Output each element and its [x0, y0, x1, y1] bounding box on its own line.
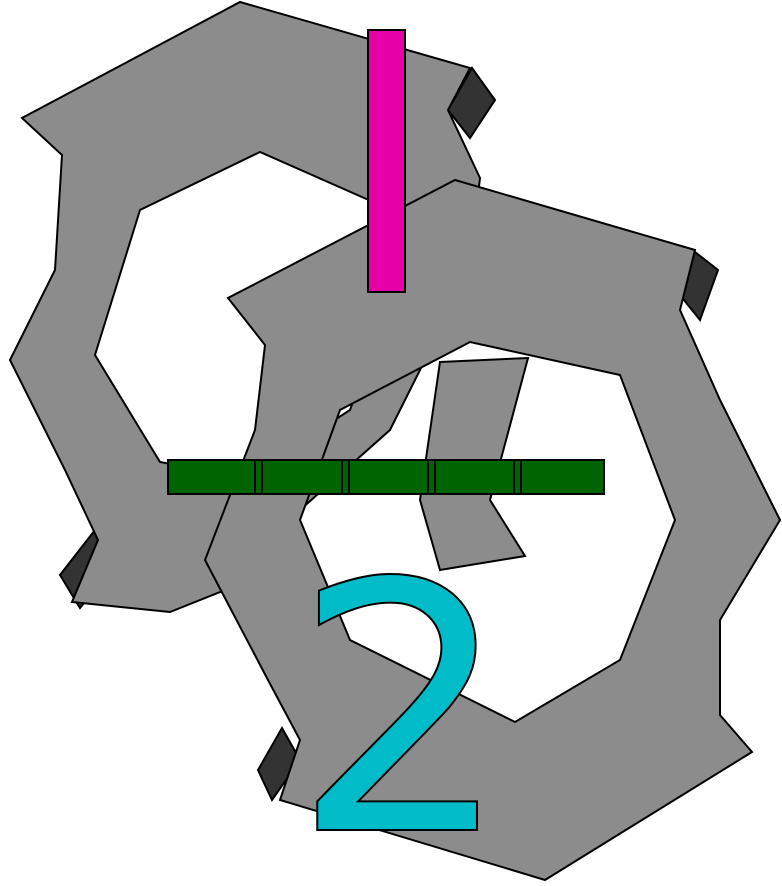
- ring-top-left: [8, 0, 497, 614]
- horizontal-bar: [167, 459, 605, 495]
- vertical-bar: [367, 29, 406, 293]
- digit-two: 2: [292, 511, 512, 886]
- ring-bottom-right-shadow-notch: [256, 725, 302, 802]
- horizontal-bar-body: [167, 459, 605, 495]
- ring-bottom-right-body: [203, 178, 782, 882]
